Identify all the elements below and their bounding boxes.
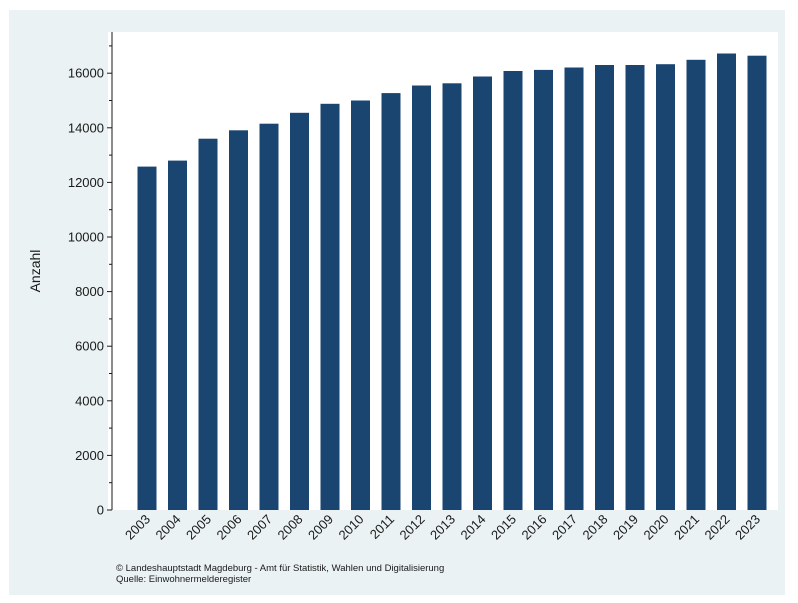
x-tick-label-2023: 2023 — [732, 512, 763, 543]
bar-2015 — [503, 71, 523, 510]
source-note: Quelle: Einwohnermelderegister — [116, 574, 252, 585]
bar-2012 — [412, 85, 431, 510]
bar-2023 — [747, 55, 767, 510]
bar-2014 — [473, 76, 492, 510]
y-tick-label-10000: 10000 — [68, 230, 104, 245]
y-tick-label-12000: 12000 — [68, 175, 104, 190]
x-tick-label-2012: 2012 — [397, 512, 428, 543]
bar-2010 — [351, 100, 370, 510]
x-tick-label-2009: 2009 — [305, 512, 336, 543]
bar-2021 — [686, 59, 706, 511]
copyright-note: © Landeshauptstadt Magdeburg - Amt für S… — [116, 563, 445, 574]
x-axis: 2003 2004 2005 2006 2007 2008 2009 2010 2011 2012… — [122, 512, 763, 543]
bar-2018 — [595, 65, 614, 510]
x-tick-label-2022: 2022 — [702, 512, 733, 543]
x-tick-label-2006: 2006 — [214, 512, 245, 543]
y-tick-label-0: 0 — [97, 503, 104, 518]
x-tick-label-2019: 2019 — [610, 512, 641, 543]
x-tick-label-2010: 2010 — [336, 512, 367, 543]
y-tick-label-4000: 4000 — [75, 393, 104, 408]
x-tick-label-2021: 2021 — [671, 512, 702, 543]
x-tick-label-2003: 2003 — [122, 512, 153, 543]
y-tick-label-14000: 14000 — [68, 120, 104, 135]
x-tick-label-2015: 2015 — [488, 512, 519, 543]
bars-group — [137, 53, 767, 511]
y-tick-label-6000: 6000 — [75, 339, 104, 354]
y-tick-label-2000: 2000 — [75, 448, 104, 463]
x-tick-label-2004: 2004 — [153, 512, 184, 543]
bar-2016 — [534, 69, 553, 511]
x-tick-label-2017: 2017 — [549, 512, 580, 543]
bar-2017 — [564, 67, 584, 510]
x-tick-label-2013: 2013 — [427, 512, 458, 543]
bar-2020 — [656, 64, 675, 510]
bar-2007 — [259, 123, 279, 510]
x-tick-label-2011: 2011 — [367, 512, 397, 542]
bar-2004 — [168, 160, 187, 510]
x-tick-label-2008: 2008 — [275, 512, 306, 543]
bar-2006 — [229, 130, 248, 511]
y-tick-label-16000: 16000 — [68, 66, 104, 81]
bar-2022 — [717, 53, 736, 510]
bar-2013 — [442, 83, 462, 511]
bar-2003 — [137, 166, 157, 510]
y-tick-label-8000: 8000 — [75, 284, 104, 299]
x-tick-label-2018: 2018 — [580, 512, 611, 543]
x-tick-label-2016: 2016 — [519, 512, 550, 543]
bar-2009 — [320, 103, 340, 511]
bar-2005 — [198, 138, 218, 510]
bar-2008 — [290, 112, 309, 511]
x-tick-label-2007: 2007 — [244, 512, 275, 543]
bar-2011 — [381, 93, 401, 510]
x-tick-label-2005: 2005 — [183, 512, 214, 543]
x-tick-label-2014: 2014 — [458, 512, 489, 543]
footer: © Landeshauptstadt Magdeburg - Amt für S… — [116, 563, 444, 585]
bar-2019 — [625, 65, 645, 510]
y-axis-label: Anzahl — [27, 250, 43, 293]
y-axis: 0 2000 4000 6000 8000 10000 12000 14000 16000 — [68, 32, 113, 518]
x-tick-label-2020: 2020 — [641, 512, 672, 543]
